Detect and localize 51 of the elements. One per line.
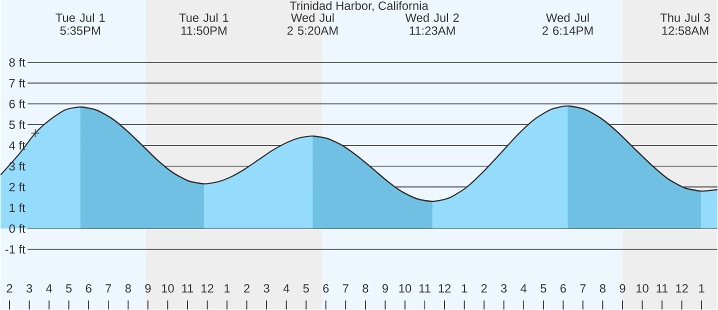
x-tick-label: 1 [699,284,704,293]
x-tick-label: 5 [303,284,309,293]
annotation: Thu Jul 3 12:58AM [660,13,710,35]
x-tick-label: 1 [462,284,468,293]
x-tick-label: 5 [540,284,546,293]
annotation: Wed Jul 2 11:23AM [405,13,459,35]
x-tick-label: 3 [500,284,507,293]
x-tick-label: 6 [560,284,566,293]
x-tick-label: 12 [676,284,688,293]
x-tick-label: 2 [481,284,487,293]
x-tick-label: 10 [162,284,174,293]
x-tick-label: 7 [580,284,586,293]
annotation: Wed Jul 2 6:14PM [542,13,593,35]
y-tick-label: 6 ft [9,100,26,108]
x-tick-label: 3 [264,284,270,293]
x-tick-label: 2 [6,284,12,293]
chart-title: Trinidad Harbor, California [290,1,428,12]
y-tick-label: 2 ft [9,182,26,192]
x-tick-label: 6 [86,284,92,293]
x-tick-label: 12 [438,284,451,293]
annotation: Tue Jul 1 5:35PM [56,13,105,35]
x-tick-label: 9 [382,284,388,293]
annotation: Tue Jul 1 11:50PM [179,13,228,35]
x-tick-label: 2 [244,284,250,293]
x-tick-label: 4 [283,284,290,293]
y-tick-label: 0 ft [9,224,26,233]
x-tick-label: 11 [182,284,194,293]
annotation: Wed Jul 2 5:20AM [287,13,338,35]
x-tick-label: 8 [362,284,368,293]
x-tick-label: 8 [125,284,131,293]
y-tick-label: 1 ft [10,203,26,212]
x-tick-label: 9 [145,284,151,293]
y-tick-label: 5 ft [9,120,26,130]
x-tick-label: 7 [106,284,112,293]
x-tick-label: 3 [26,284,32,293]
x-tick-label: 8 [600,284,606,293]
x-tick-label: 4 [46,284,52,293]
x-tick-label: 1 [224,284,230,293]
x-tick-label: 11 [419,284,430,293]
x-tick-label: 7 [342,284,348,293]
x-tick-label: 12 [202,284,214,293]
x-tick-label: 11 [656,284,668,293]
x-tick-label: 10 [636,284,648,293]
y-tick-label: 7 ft [9,78,26,88]
x-tick-label: 6 [323,284,329,293]
x-tick-label: 10 [399,284,412,293]
x-tick-label: 5 [66,284,72,293]
x-tick-label: 9 [620,284,626,293]
y-tick-label: 8 ft [9,58,26,67]
x-tick-label: 4 [520,284,527,293]
y-tick-label: -1 ft [5,244,26,254]
